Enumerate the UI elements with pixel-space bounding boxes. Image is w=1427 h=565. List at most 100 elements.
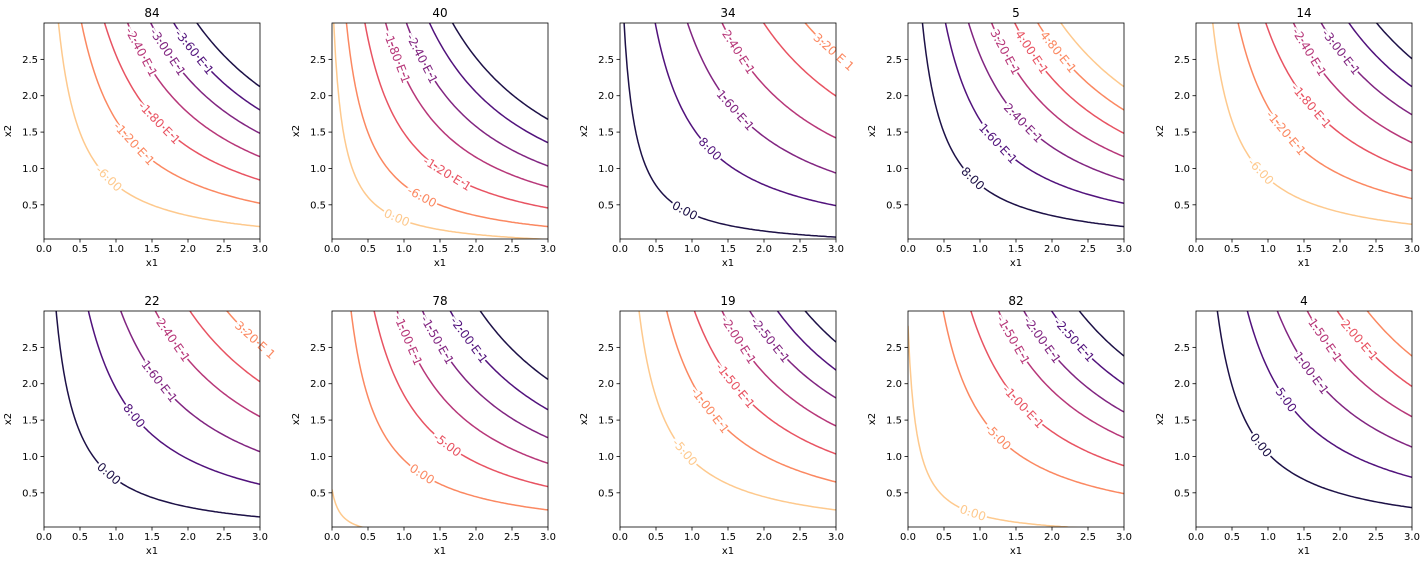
y-tick-label: 1.0 <box>22 164 38 175</box>
x-tick-label: 0.5 <box>936 532 952 543</box>
contour-line <box>748 311 836 399</box>
x-tick-label: 2.5 <box>216 532 232 543</box>
x-tick-label: 1.0 <box>1260 532 1276 543</box>
contour-line <box>1050 311 1124 385</box>
contour-line <box>693 311 836 455</box>
axes-frame <box>619 22 837 240</box>
x-tick-label: 1.0 <box>684 532 700 543</box>
contour-line <box>1036 23 1124 111</box>
x-tick-label: 0.5 <box>936 244 952 255</box>
contour-label: -6.00 <box>93 163 125 195</box>
y-tick-label: 2.0 <box>22 379 38 390</box>
x-tick-label: 3.0 <box>1404 244 1420 255</box>
contour-line <box>172 23 260 111</box>
contour-line <box>449 311 548 411</box>
y-tick-label: 0.5 <box>598 200 614 211</box>
y-tick-label: 0.5 <box>886 488 902 499</box>
contour-label: 1.50 E 1 <box>1305 316 1345 365</box>
y-axis-label: x2 <box>3 125 14 137</box>
y-tick-label: 2.5 <box>310 343 326 354</box>
contour-line <box>1265 23 1412 172</box>
x-tick-label: 2.0 <box>468 532 484 543</box>
contour-line <box>1078 311 1124 357</box>
contour-line <box>345 23 548 228</box>
contour-label: -1.50 E 1 <box>713 360 758 411</box>
contour-line <box>451 23 548 121</box>
contour-line <box>405 23 548 167</box>
y-tick-label: 2.5 <box>598 55 614 66</box>
x-tick-label: 3.0 <box>540 532 556 543</box>
contour-line <box>1023 311 1124 413</box>
contour-lines <box>620 0 836 238</box>
x-tick-label: 0.5 <box>648 532 664 543</box>
y-tick-label: 1.0 <box>1174 164 1190 175</box>
y-tick-label: 0.5 <box>310 488 326 499</box>
axes-frame <box>1195 310 1413 528</box>
x-axis-label: x1 <box>722 546 734 557</box>
axes-frame <box>43 310 261 528</box>
contour-line <box>80 23 260 205</box>
y-axis-label: x2 <box>291 413 302 425</box>
y-tick-label: 0.5 <box>310 200 326 211</box>
x-tick-label: 3.0 <box>252 244 268 255</box>
contour-label: -5.00 <box>982 421 1014 453</box>
y-tick-label: 0.5 <box>22 488 38 499</box>
contour-line <box>1336 311 1412 388</box>
subplot-40: 0.00-6.00-1.20 E 1-1.80 E 1-2.40 E 10.0 0… <box>291 6 556 269</box>
x-tick-label: 0.5 <box>1224 532 1240 543</box>
y-tick-label: 1.5 <box>598 416 614 427</box>
contour-label: 1.00 E 1 <box>1291 349 1332 397</box>
contour-line <box>57 23 260 228</box>
x-axis-label: x1 <box>1010 258 1022 269</box>
x-tick-label: 1.5 <box>432 244 448 255</box>
x-tick-label: 2.0 <box>180 532 196 543</box>
y-axis-label: x2 <box>867 125 878 137</box>
y-axis-label: x2 <box>579 413 590 425</box>
y-tick-label: 2.0 <box>310 91 326 102</box>
x-tick-label: 2.5 <box>1080 532 1096 543</box>
y-tick-label: 1.5 <box>598 128 614 139</box>
y-tick-label: 2.0 <box>310 379 326 390</box>
x-tick-label: 1.5 <box>1008 244 1024 255</box>
x-tick-label: 2.5 <box>216 244 232 255</box>
x-tick-label: 2.0 <box>1044 532 1060 543</box>
x-tick-label: 2.0 <box>1332 532 1348 543</box>
x-axis-label: x1 <box>722 258 734 269</box>
y-tick-label: 2.0 <box>1174 379 1190 390</box>
x-tick-label: 0.0 <box>324 244 340 255</box>
y-tick-label: 1.5 <box>310 128 326 139</box>
y-tick-label: 1.0 <box>22 452 38 463</box>
contour-line <box>1348 23 1412 88</box>
x-tick-label: 3.0 <box>1404 532 1420 543</box>
contour-line <box>189 311 260 383</box>
x-tick-label: 2.0 <box>756 532 772 543</box>
x-tick-label: 1.5 <box>1296 244 1312 255</box>
contour-line <box>1276 311 1412 448</box>
contour-label: 1.60 E 1 <box>714 87 757 133</box>
contour-label: -1.20 E 1 <box>1263 108 1308 158</box>
y-tick-label: 2.5 <box>1174 343 1190 354</box>
contour-line <box>428 23 548 144</box>
contour-line <box>944 23 1124 205</box>
y-axis-label: x2 <box>291 125 302 137</box>
contour-line <box>762 23 836 97</box>
contour-label: -1.80 E 1 <box>1288 81 1334 131</box>
contour-line <box>620 0 836 5</box>
x-tick-label: 2.5 <box>792 244 808 255</box>
contour-line <box>997 311 1124 439</box>
contour-label: -6.00 <box>405 183 439 210</box>
x-tick-label: 2.0 <box>756 244 772 255</box>
subplot-82: 0.00-5.00-1.00 E 1-1.50 E 1-2.00 E 1-2.5… <box>867 294 1132 557</box>
x-axis-label: x1 <box>434 546 446 557</box>
x-tick-label: 0.0 <box>1188 532 1204 543</box>
contour-line <box>921 23 1124 228</box>
y-tick-label: 1.5 <box>886 416 902 427</box>
x-tick-label: 2.5 <box>1080 244 1096 255</box>
y-tick-label: 1.0 <box>1174 452 1190 463</box>
y-tick-label: 1.5 <box>1174 128 1190 139</box>
contour-line <box>1292 23 1412 144</box>
contour-line <box>665 311 836 483</box>
subplot-title: 82 <box>1008 294 1023 308</box>
contour-label: 0.00 <box>958 502 988 524</box>
y-tick-label: 1.0 <box>310 452 326 463</box>
